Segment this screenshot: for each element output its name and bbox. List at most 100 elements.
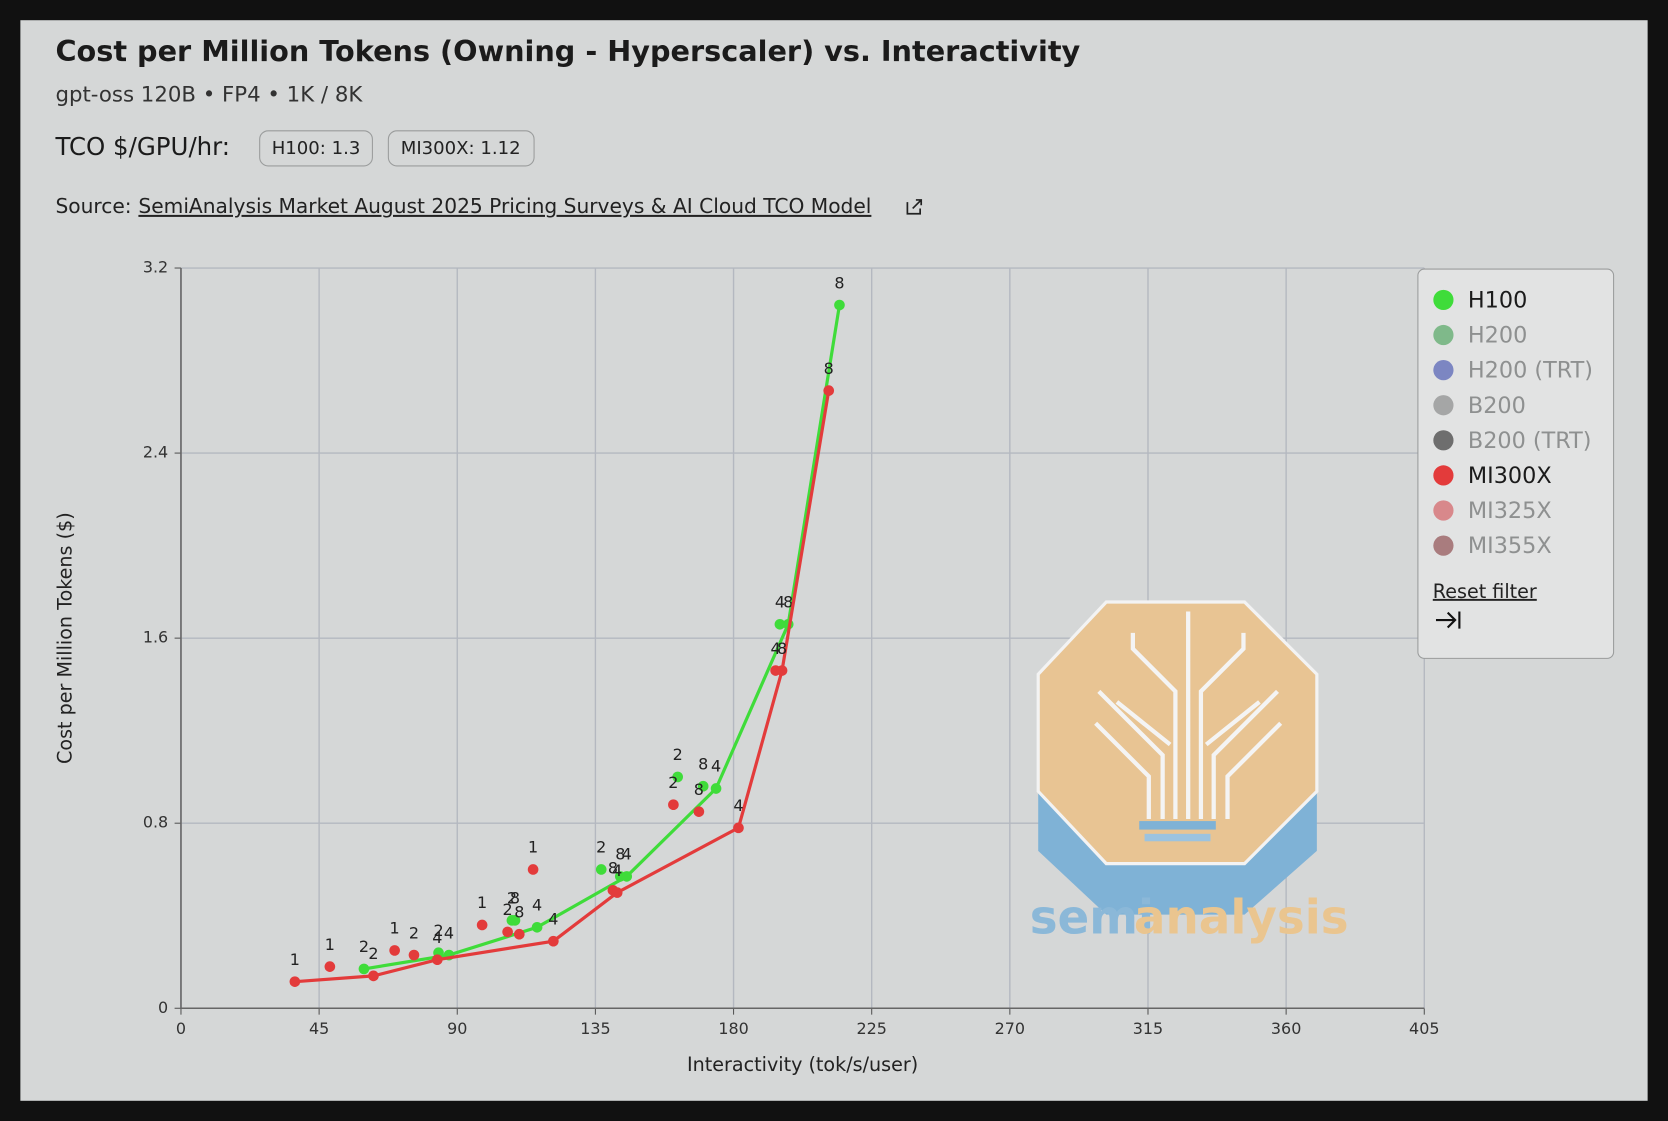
point-label: 1 xyxy=(390,919,400,938)
point xyxy=(697,780,709,792)
point xyxy=(595,864,607,875)
point xyxy=(476,919,488,931)
point xyxy=(431,954,443,966)
point xyxy=(710,783,722,794)
reset-filter[interactable]: Reset filter xyxy=(1433,580,1537,603)
y-tick-label: 2.4 xyxy=(143,443,168,462)
point-label: 8 xyxy=(694,780,704,799)
point xyxy=(527,864,539,875)
point xyxy=(324,961,336,972)
y-tick-label: 3.2 xyxy=(143,258,168,277)
point-label: 4 xyxy=(432,928,442,947)
legend-swatch[interactable] xyxy=(1433,535,1454,556)
legend-swatch[interactable] xyxy=(1433,500,1454,521)
point xyxy=(834,299,845,311)
subtitle: gpt-oss 120B • FP4 • 1K / 8K xyxy=(55,83,363,108)
point-label: 2 xyxy=(503,900,513,919)
point-label: 8 xyxy=(698,754,708,773)
legend-box xyxy=(1417,268,1615,659)
legend-swatch[interactable] xyxy=(1433,430,1454,451)
frontier-line xyxy=(294,390,831,984)
point-label: 4 xyxy=(548,909,558,928)
chip xyxy=(387,130,535,167)
legend-swatch[interactable] xyxy=(1433,465,1454,486)
watermark: semi analysis xyxy=(1030,600,1349,946)
point-label: 2 xyxy=(433,921,443,940)
collapse-icon[interactable] xyxy=(1435,611,1461,629)
point xyxy=(408,949,420,961)
point-label: 4 xyxy=(622,845,632,864)
legend-swatch[interactable] xyxy=(1433,395,1454,416)
point-label: 4 xyxy=(733,796,743,815)
legend-swatch[interactable] xyxy=(1433,360,1454,381)
x-tick-label: 135 xyxy=(580,1019,610,1038)
x-tick-label: 315 xyxy=(1133,1019,1163,1038)
point xyxy=(823,385,835,396)
x-tick-label: 270 xyxy=(995,1019,1025,1038)
point-label: 1 xyxy=(477,893,487,912)
title: Cost per Million Tokens (Owning - Hypers… xyxy=(55,34,1080,68)
y-tick-label: 0 xyxy=(158,998,168,1017)
legend-swatch[interactable] xyxy=(1433,324,1454,346)
x-tick-label: 360 xyxy=(1271,1019,1301,1038)
point xyxy=(368,970,379,982)
point-label: 4 xyxy=(532,896,542,915)
point-label: 1 xyxy=(528,838,538,857)
point-label: 4 xyxy=(771,639,781,658)
point-label: 1 xyxy=(325,935,335,954)
source-prefix: Source: xyxy=(55,194,131,218)
point xyxy=(548,935,559,947)
point xyxy=(513,928,525,940)
point xyxy=(621,871,633,882)
point-label: 4 xyxy=(444,923,454,942)
point-label: 2 xyxy=(507,889,517,908)
tco-chip: MI300X: 1.12 xyxy=(401,138,521,159)
watermark-text: semi xyxy=(1030,892,1154,946)
point-label: 8 xyxy=(824,359,834,378)
point-label: 2 xyxy=(368,944,378,963)
x-axis-label: Interactivity (tok/s/user) xyxy=(687,1053,918,1076)
point-label: 4 xyxy=(612,861,622,880)
point xyxy=(389,945,400,956)
point xyxy=(289,976,301,987)
point xyxy=(693,806,705,817)
point-label: 8 xyxy=(615,845,625,864)
point xyxy=(358,963,370,975)
legend-label[interactable]: B200 (TRT) xyxy=(1468,428,1592,454)
point-label: 8 xyxy=(834,273,844,292)
point-label: 8 xyxy=(608,859,618,878)
legend-label[interactable]: H200 (TRT) xyxy=(1468,358,1593,384)
x-tick-label: 90 xyxy=(447,1019,467,1038)
legend-label[interactable]: MI325X xyxy=(1468,498,1552,524)
point xyxy=(668,799,679,811)
point-label: 2 xyxy=(668,773,678,792)
watermark-text: analysis xyxy=(1134,892,1349,946)
point-label: 2 xyxy=(673,745,683,764)
chip xyxy=(259,130,373,167)
legend-label[interactable]: MI300X xyxy=(1468,463,1552,489)
external-icon xyxy=(906,199,923,215)
point xyxy=(611,887,623,898)
legend-swatch[interactable] xyxy=(1433,289,1454,311)
point xyxy=(774,618,786,630)
point-label: 8 xyxy=(510,889,520,908)
legend-label[interactable]: MI355X xyxy=(1468,533,1552,559)
point-label: 2 xyxy=(359,937,369,956)
tco-chip: H100: 1.3 xyxy=(272,138,361,159)
point xyxy=(776,665,788,676)
source-link[interactable]: SemiAnalysis Market August 2025 Pricing … xyxy=(138,194,871,218)
x-tick-label: 405 xyxy=(1409,1019,1439,1038)
tco-label: TCO $/GPU/hr: xyxy=(54,132,230,161)
panel xyxy=(20,20,1648,1101)
point-label: 1 xyxy=(290,950,300,969)
point-label: 2 xyxy=(596,838,606,857)
point-label: 2 xyxy=(409,923,419,942)
x-tick-label: 180 xyxy=(718,1019,748,1038)
x-tick-label: 45 xyxy=(309,1019,329,1038)
legend-label[interactable]: B200 xyxy=(1468,393,1526,419)
legend-label[interactable]: H100 xyxy=(1468,287,1527,313)
legend-label[interactable]: H200 xyxy=(1468,323,1527,349)
y-axis-label: Cost per Million Tokens ($) xyxy=(54,512,77,764)
